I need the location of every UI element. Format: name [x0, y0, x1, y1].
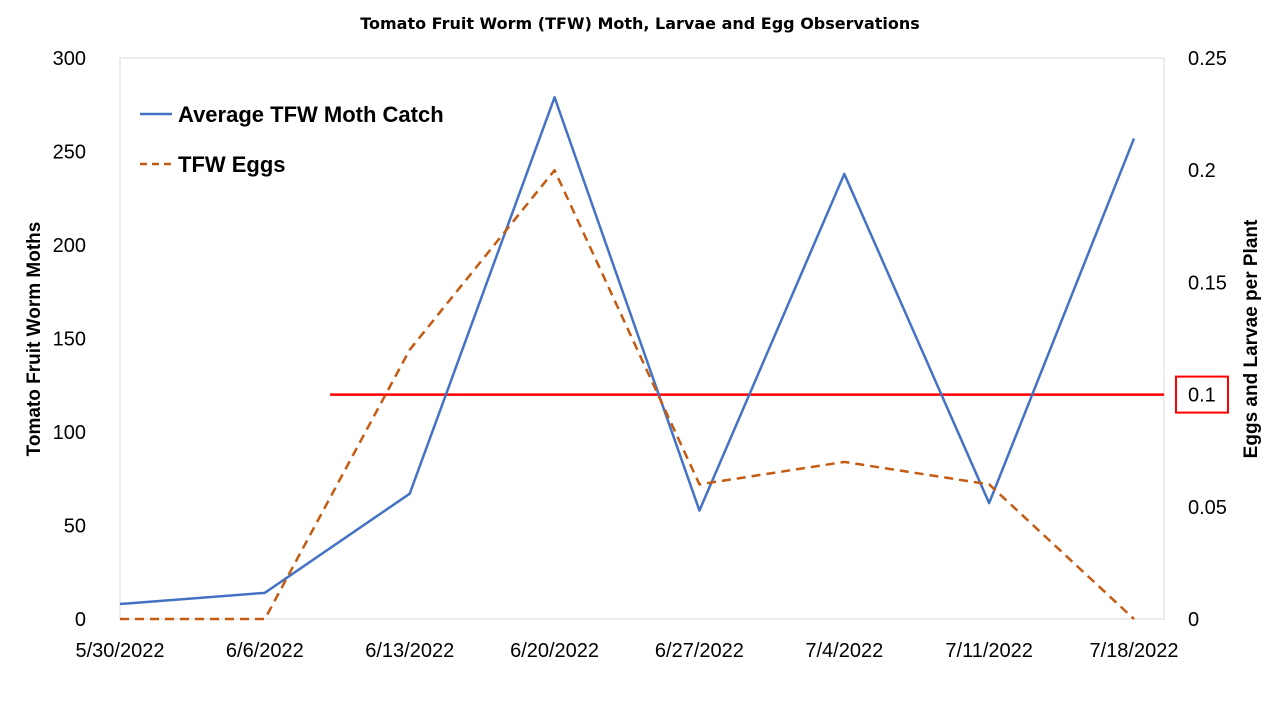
- y-axis-label: Tomato Fruit Worm Moths: [24, 222, 45, 457]
- y-tick-label: 0: [75, 609, 86, 631]
- y-tick-label: 250: [53, 142, 86, 164]
- series-line-1: [119, 96, 1136, 606]
- y2-tick-label: 0.05: [1188, 497, 1227, 519]
- legend-label-2: TFW Eggs: [178, 152, 286, 177]
- y-tick-label: 50: [64, 516, 86, 538]
- y-tick-label: 300: [53, 48, 86, 70]
- x-tick-label: 7/11/2022: [945, 640, 1033, 662]
- chart-title: Tomato Fruit Worm (TFW) Moth, Larvae and…: [360, 14, 920, 33]
- y2-tick-label: 0.15: [1188, 272, 1227, 294]
- x-tick-label: 7/4/2022: [805, 640, 883, 662]
- legend-label-1: Average TFW Moth Catch: [178, 102, 444, 127]
- x-tick-label: 6/27/2022: [655, 640, 744, 662]
- y-tick-label: 100: [53, 422, 86, 444]
- y2-axis-label: Eggs and Larvae per Plant: [1241, 219, 1262, 458]
- series-line-2: [120, 168, 1135, 621]
- y2-tick-label: 0.1: [1188, 385, 1216, 407]
- x-tick-label: 5/30/2022: [76, 640, 165, 662]
- x-tick-label: 6/6/2022: [226, 640, 304, 662]
- plot-area: [119, 57, 1165, 620]
- x-tick-label: 6/13/2022: [365, 640, 454, 662]
- y2-tick-label: 0.2: [1188, 160, 1216, 182]
- y-tick-label: 150: [53, 329, 86, 351]
- x-tick-label: 7/18/2022: [1090, 640, 1179, 662]
- y2-tick-label: 0.25: [1188, 48, 1227, 70]
- y2-tick-label: 0: [1188, 609, 1199, 631]
- y-tick-label: 200: [53, 235, 86, 257]
- y2-tick-highlight-box: [1175, 375, 1229, 414]
- x-tick-label: 6/20/2022: [510, 640, 599, 662]
